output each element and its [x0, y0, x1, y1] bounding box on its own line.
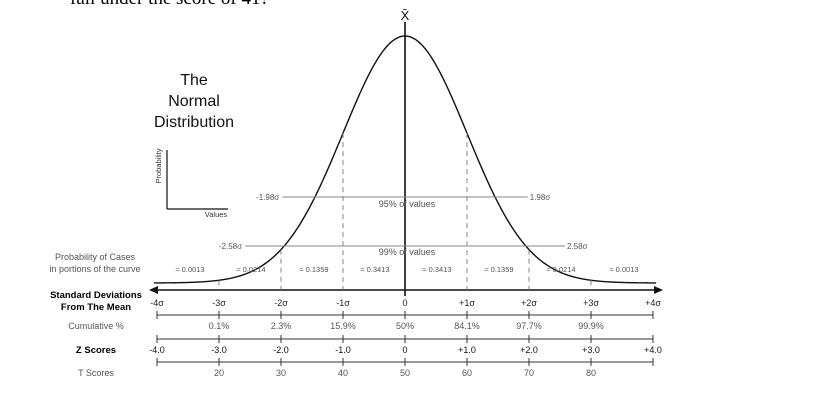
row-label-std-dev-1: Standard Deviations	[50, 290, 142, 301]
row-label-probability-cases-2: in portions of the curve	[49, 264, 140, 274]
cumulative-scale-tick-label: 99.9%	[578, 321, 604, 331]
sigma-tick-label: +3σ	[583, 298, 599, 308]
portion-probability: ≈ 0.1359	[299, 265, 328, 274]
band-95-left-label: -1.98σ	[256, 193, 279, 202]
t-scale-tick-label: 80	[586, 368, 596, 378]
cumulative-scale-tick-label: 2.3%	[271, 321, 292, 331]
sigma-tick-label: +4σ	[645, 298, 661, 308]
portion-probability: ≈ 0.0013	[609, 265, 638, 274]
row-label-z-scores: Z Scores	[76, 345, 116, 356]
cumulative-scale-tick-label: 84.1%	[454, 321, 480, 331]
inset-xlabel: Values	[205, 210, 228, 219]
row-label-std-dev-2: From The Mean	[61, 302, 131, 313]
z-scale-tick-label: +4.0	[644, 345, 662, 355]
z-scale-tick-label: +3.0	[582, 345, 600, 355]
t-scale-tick-label: 40	[338, 368, 348, 378]
portion-probability: ≈ 0.3413	[422, 265, 451, 274]
sigma-tick-label: -1σ	[336, 298, 350, 308]
axis-left-arrow	[149, 286, 158, 294]
sigma-tick-label: +2σ	[521, 298, 537, 308]
portion-probability: ≈ 0.0214	[546, 265, 575, 274]
portion-probability: ≈ 0.0013	[175, 265, 204, 274]
t-scale-tick-label: 50	[400, 368, 410, 378]
z-scale-tick-label: 0	[402, 345, 407, 355]
row-label-probability-cases-1: Probability of Cases	[55, 252, 136, 262]
inset-ylabel: Probability	[154, 148, 163, 183]
cumulative-scale-tick-label: 0.1%	[209, 321, 230, 331]
z-scale-tick-label: -4.0	[149, 345, 165, 355]
band-99-right-label: 2.58σ	[567, 242, 588, 251]
z-scale-tick-label: -2.0	[273, 345, 289, 355]
t-scale-tick-label: 30	[276, 368, 286, 378]
t-scale-tick-label: 60	[462, 368, 472, 378]
portion-probability: ≈ 0.1359	[484, 265, 513, 274]
t-scale-tick-label: 20	[214, 368, 224, 378]
z-scale-tick-label: -3.0	[211, 345, 227, 355]
z-scale-tick-label: +2.0	[520, 345, 538, 355]
sigma-tick-label: -4σ	[150, 298, 164, 308]
axis-right-arrow	[654, 286, 663, 294]
band-99-left-label: -2.58σ	[219, 242, 242, 251]
cumulative-scale-tick-label: 50%	[396, 321, 414, 331]
band-95-label: 95% of values	[379, 199, 436, 209]
diagram-title: The Normal Distribution	[144, 70, 244, 133]
sigma-tick-label: 0	[402, 298, 407, 308]
sigma-tick-label: -2σ	[274, 298, 288, 308]
question-fragment: fall under the score of 41?	[70, 0, 269, 10]
row-label-cumulative: Cumulative %	[68, 321, 124, 331]
portion-probability: ≈ 0.0214	[236, 265, 265, 274]
portion-probability: ≈ 0.3413	[360, 265, 389, 274]
cumulative-scale-tick-label: 15.9%	[330, 321, 356, 331]
row-label-t-scores: T Scores	[78, 368, 114, 378]
title-line-2: Normal	[168, 93, 220, 110]
title-line-3: Distribution	[153, 114, 235, 131]
sigma-tick-label: +1σ	[459, 298, 475, 308]
t-scale-tick-label: 70	[524, 368, 534, 378]
z-scale-tick-label: -1.0	[335, 345, 351, 355]
z-scale-tick-label: +1.0	[458, 345, 476, 355]
band-95-right-label: 1.98σ	[530, 193, 551, 202]
mean-symbol: X̄	[401, 8, 410, 23]
cumulative-scale-tick-label: 97.7%	[516, 321, 542, 331]
sigma-tick-label: -3σ	[212, 298, 226, 308]
title-line-1: The	[180, 72, 208, 89]
band-99-label: 99% of values	[379, 247, 436, 257]
